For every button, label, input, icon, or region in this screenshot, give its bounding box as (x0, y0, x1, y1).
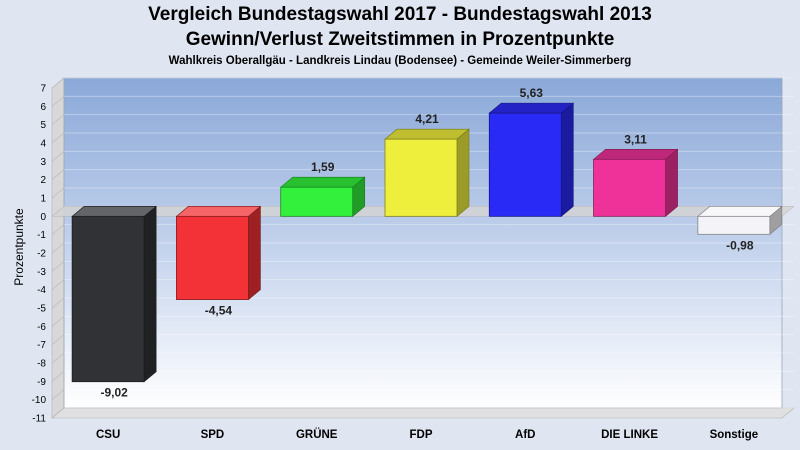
y-tick-label: 7 (40, 84, 46, 95)
y-tick-label: -7 (37, 340, 46, 351)
plot-floor (51, 407, 795, 419)
y-tick-label: -5 (37, 304, 46, 315)
y-tick-label: -6 (37, 322, 46, 333)
bar-side (665, 148, 678, 217)
grid-line-side (51, 371, 65, 382)
bar-top (697, 206, 783, 217)
y-tick-label: -10 (32, 395, 47, 406)
grid-line-side (51, 77, 65, 89)
x-category-label: GRÜNE (296, 428, 338, 441)
grid-line-side (51, 151, 65, 162)
y-axis-ticks: 7 6 5 4 3 2 1 0 -1 -2 -3 -4 -5 -6 -7 -8 -9 -10 -11 (32, 84, 47, 425)
bar-spd: -4,54 (175, 205, 262, 318)
grid-line-side (51, 279, 65, 290)
bar-csu: -9,02 (71, 205, 157, 400)
grid-line-side (51, 114, 65, 125)
x-axis-categories: CSU SPD GRÜNE FDP AfD DIE LINKE Sonstige (96, 428, 758, 441)
y-tick-label: 3 (40, 157, 46, 168)
x-category-label: SPD (201, 429, 225, 441)
grid-line-side (51, 224, 65, 235)
data-label: 5,63 (520, 86, 544, 100)
data-label: -9,02 (100, 386, 128, 400)
bar-die-linke: 3,11 (592, 132, 679, 217)
data-label: -4,54 (205, 304, 233, 318)
x-category-label: Sonstige (710, 429, 759, 441)
bar-top (384, 128, 470, 140)
grid-line-side (51, 187, 65, 199)
y-tick-label: 0 (40, 212, 46, 223)
bar-side (456, 128, 470, 217)
bar-side (560, 102, 574, 217)
bar-top (71, 206, 157, 217)
x-category-label: DIE LINKE (601, 429, 658, 441)
y-tick-label: 1 (40, 194, 46, 205)
y-tick-label: -1 (37, 230, 46, 241)
grid-line-side (51, 261, 65, 272)
y-tick-label: -2 (37, 249, 46, 260)
grid-line-side (51, 407, 65, 419)
y-tick-label: -4 (37, 285, 46, 296)
bar-front (697, 215, 771, 235)
y-tick-label: -9 (37, 377, 46, 388)
bar-side (143, 205, 157, 383)
grid-line-side (51, 96, 65, 107)
y-tick-label: 5 (40, 120, 46, 131)
bar-top (279, 176, 366, 188)
bar-front (384, 138, 458, 217)
bar-front (176, 215, 249, 300)
grid-line-side (51, 242, 65, 254)
chart-title: Vergleich Bundestagswahl 2017 - Bundesta… (148, 4, 652, 25)
bar-afd: 5,63 (488, 86, 575, 217)
bar-top (592, 149, 679, 160)
y-tick-label: -8 (37, 359, 46, 370)
bar-grüne: 1,59 (279, 160, 366, 217)
bar-sonstige: -0,98 (697, 205, 783, 252)
bar-front (280, 186, 354, 217)
y-tick-label: 6 (40, 102, 46, 113)
chart-title-line2: Gewinn/Verlust Zweitstimmen in Prozentpu… (185, 29, 615, 50)
y-tick-label: -11 (32, 414, 46, 425)
data-label: 3,11 (624, 132, 647, 146)
bar-top (175, 206, 262, 217)
bars: -9,02 -4,54 1,59 4,21 5,63 3,11 -0,98 (71, 86, 783, 400)
x-category-label: CSU (96, 429, 120, 441)
grid-line-side (51, 316, 65, 327)
grid-line-side (51, 132, 65, 144)
bar-front (593, 158, 666, 217)
bar-top (488, 102, 575, 114)
data-label: -0,98 (726, 238, 754, 252)
y-tick-label: -3 (37, 267, 46, 278)
bar-side (248, 205, 261, 301)
y-tick-label: 2 (40, 175, 46, 186)
x-category-label: FDP (410, 429, 433, 441)
bar-fdp: 4,21 (384, 112, 470, 217)
data-label: 1,59 (311, 160, 335, 174)
bar-front (488, 112, 562, 217)
grid-line-side (51, 334, 65, 345)
grid-line-side (51, 169, 65, 180)
bar-front (71, 215, 145, 383)
grid-line-side (51, 352, 65, 364)
chart-subtitle: Wahlkreis Oberallgäu - Landkreis Lindau … (168, 55, 632, 67)
grid-line-side (51, 389, 65, 400)
data-label: 4,21 (415, 112, 439, 126)
grid-line-side (51, 297, 65, 309)
y-tick-label: 4 (40, 139, 46, 150)
x-category-label: AfD (515, 429, 535, 441)
